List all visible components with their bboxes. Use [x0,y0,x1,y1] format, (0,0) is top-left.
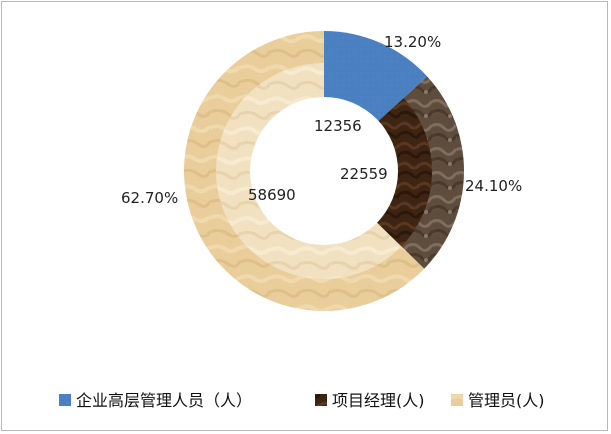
percent-label-project-manager: 24.10% [465,177,522,195]
inner-slice-project-manager [376,98,433,247]
legend-label-project-manager: 项目经理(人) [332,391,425,410]
legend-label-administrator: 管理员(人) [468,391,545,410]
percent-label-senior-management: 13.20% [384,33,441,51]
doughnut-hole [250,97,398,245]
percent-label-administrator: 62.70% [121,189,178,207]
legend-label-senior-management: 企业高层管理人员（人） [76,391,252,410]
inner-ring [216,63,433,279]
inner-slice-administrator [216,63,402,279]
value-label-administrator: 58690 [248,186,296,204]
value-label-project-manager: 22559 [340,165,388,183]
value-label-senior-management: 12356 [314,117,362,135]
inner-slice-senior-management [324,63,404,122]
legend-swatch-senior-management [59,394,71,406]
legend: 企业高层管理人员（人） 项目经理(人) 管理员(人) [59,391,545,410]
legend-swatch-administrator [451,394,463,406]
legend-swatch-project-manager [315,394,327,406]
